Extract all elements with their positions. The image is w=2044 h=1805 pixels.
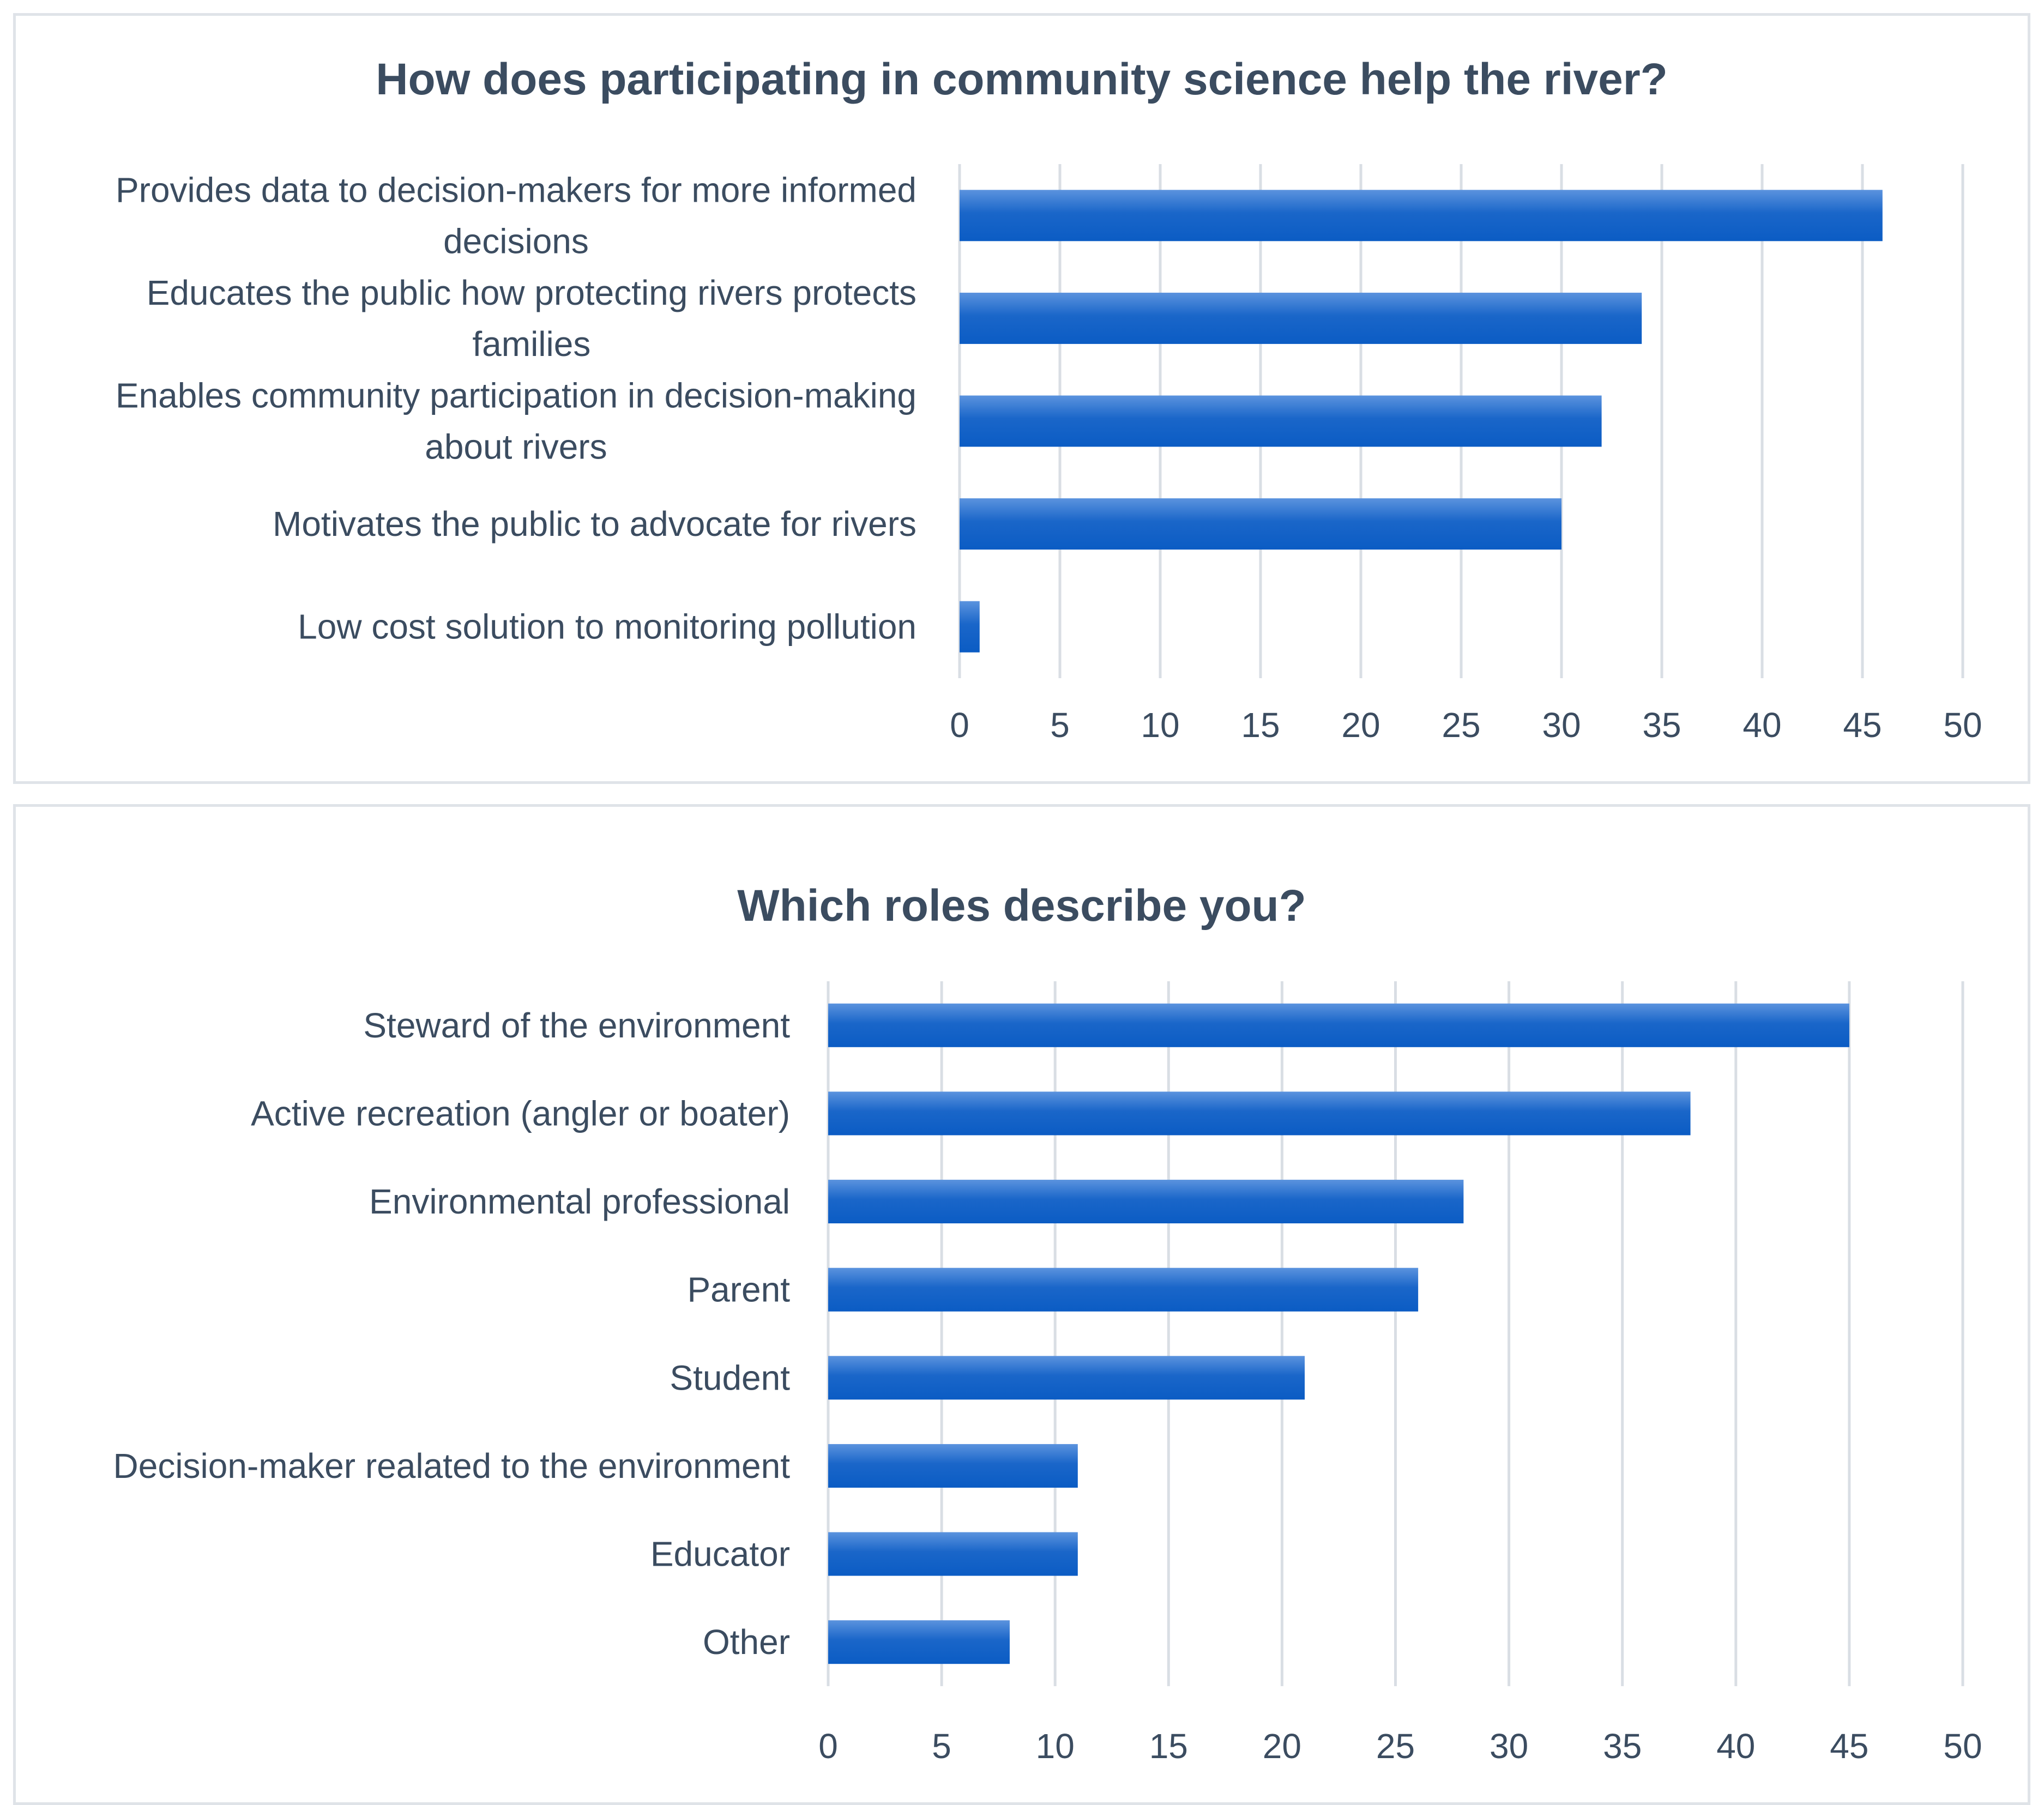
category-label: Motivates the public to advocate for riv… <box>273 504 917 544</box>
bar <box>828 1356 1305 1400</box>
x-tick-label: 50 <box>1943 1726 1982 1766</box>
category-label: Educates the public how protecting river… <box>147 273 917 364</box>
bar <box>960 601 980 653</box>
x-tick-label: 40 <box>1716 1726 1755 1766</box>
x-tick-label: 25 <box>1442 705 1480 745</box>
x-tick-label: 10 <box>1141 705 1179 745</box>
chart-panel-river-help: How does participating in community scie… <box>13 13 2030 784</box>
bar <box>960 292 1642 344</box>
category-label: Low cost solution to monitoring pollutio… <box>298 607 917 647</box>
chart-title: Which roles describe you? <box>737 881 1306 931</box>
x-tick-label: 45 <box>1843 705 1882 745</box>
category-label: Enables community participation in decis… <box>116 376 917 467</box>
chart-panel-roles: Which roles describe you? 0 5 10 15 20 25 30 35… <box>13 804 2030 1805</box>
chart-title: How does participating in community scie… <box>376 55 1668 104</box>
bar-chart-roles: 0 5 10 15 20 25 30 35 40 45 50 Steward of the envir… <box>113 981 1982 1766</box>
x-tick-label: 45 <box>1830 1726 1868 1766</box>
x-tick-label: 15 <box>1149 1726 1188 1766</box>
x-tick-label: 20 <box>1263 1726 1301 1766</box>
bar <box>960 190 1883 242</box>
x-tick-label: 30 <box>1490 1726 1528 1766</box>
category-label: Educator <box>650 1535 790 1574</box>
category-label: Provides data to decision-makers for mor… <box>116 170 917 261</box>
x-tick-label: 35 <box>1642 705 1681 745</box>
bar-chart-river-help: 0 5 10 15 20 25 30 35 40 45 50 Provides data to dec… <box>116 164 1982 745</box>
x-tick-label: 0 <box>950 705 969 745</box>
x-tick-label: 50 <box>1943 705 1982 745</box>
x-tick-label: 30 <box>1542 705 1581 745</box>
category-label: Student <box>670 1358 790 1397</box>
category-label: Decision-maker realated to the environme… <box>113 1446 791 1486</box>
category-label: Environmental professional <box>369 1182 790 1221</box>
bar <box>828 1180 1464 1224</box>
bar <box>828 1091 1691 1136</box>
x-tick-label: 0 <box>818 1726 838 1766</box>
bar <box>828 1003 1849 1047</box>
bar <box>828 1267 1419 1312</box>
x-tick-label: 5 <box>1050 705 1070 745</box>
x-tick-label: 5 <box>932 1726 951 1766</box>
category-label: Active recreation (angler or boater) <box>251 1094 790 1133</box>
category-label: Parent <box>687 1270 790 1309</box>
category-label: Steward of the environment <box>363 1006 790 1045</box>
x-tick-label: 15 <box>1241 705 1280 745</box>
bar <box>828 1444 1078 1488</box>
x-tick-label: 20 <box>1341 705 1380 745</box>
bar <box>828 1620 1010 1664</box>
bar <box>828 1532 1078 1576</box>
x-tick-label: 40 <box>1742 705 1781 745</box>
x-tick-label: 35 <box>1603 1726 1642 1766</box>
bar <box>960 395 1602 447</box>
category-label: Other <box>703 1622 790 1662</box>
x-tick-label: 10 <box>1036 1726 1075 1766</box>
bar <box>960 498 1561 550</box>
x-tick-label: 25 <box>1376 1726 1415 1766</box>
